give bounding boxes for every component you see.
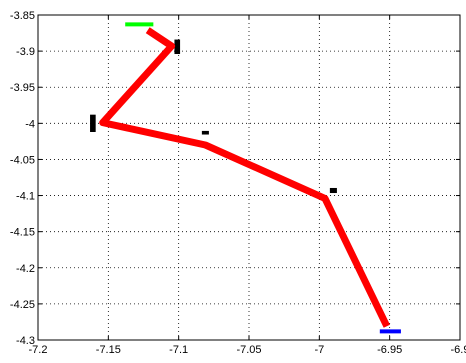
y-tick-label: -4.25: [10, 299, 35, 311]
obstacle: [329, 187, 337, 194]
x-tick-label: -7: [314, 344, 324, 356]
y-tick-label: -4.05: [10, 154, 35, 166]
plot-area: [38, 15, 460, 340]
markers: [125, 22, 401, 334]
obstacle: [174, 39, 181, 54]
x-tick-label: -7.15: [96, 344, 121, 356]
y-tick-label: -4.2: [16, 263, 35, 275]
x-tick-label: -6.95: [377, 344, 402, 356]
y-tick-label: -4.15: [10, 227, 35, 239]
obstacle: [90, 114, 96, 132]
y-tick-label: -3.85: [10, 10, 35, 22]
x-tick-label: -7.05: [236, 344, 261, 356]
series: [99, 27, 391, 328]
y-tick-label: -4.3: [16, 335, 35, 347]
x-tick-label: -6.9: [451, 344, 466, 356]
y-tick-label: -4: [25, 118, 35, 130]
obstacles: [90, 39, 337, 194]
obstacle: [201, 130, 209, 135]
y-tick-label: -3.95: [10, 82, 35, 94]
x-tick-label: -7.1: [169, 344, 188, 356]
y-tick-label: -3.9: [16, 46, 35, 58]
x-tick-label: -7.2: [29, 344, 48, 356]
y-tick-label: -4.1: [16, 191, 35, 203]
trajectory-line: [99, 27, 391, 328]
axes-ticks: -7.2 -7.15 -7.1 -7.05 -7 -6.95 -6.9 -3.85 -3.9 -3…: [10, 10, 466, 356]
